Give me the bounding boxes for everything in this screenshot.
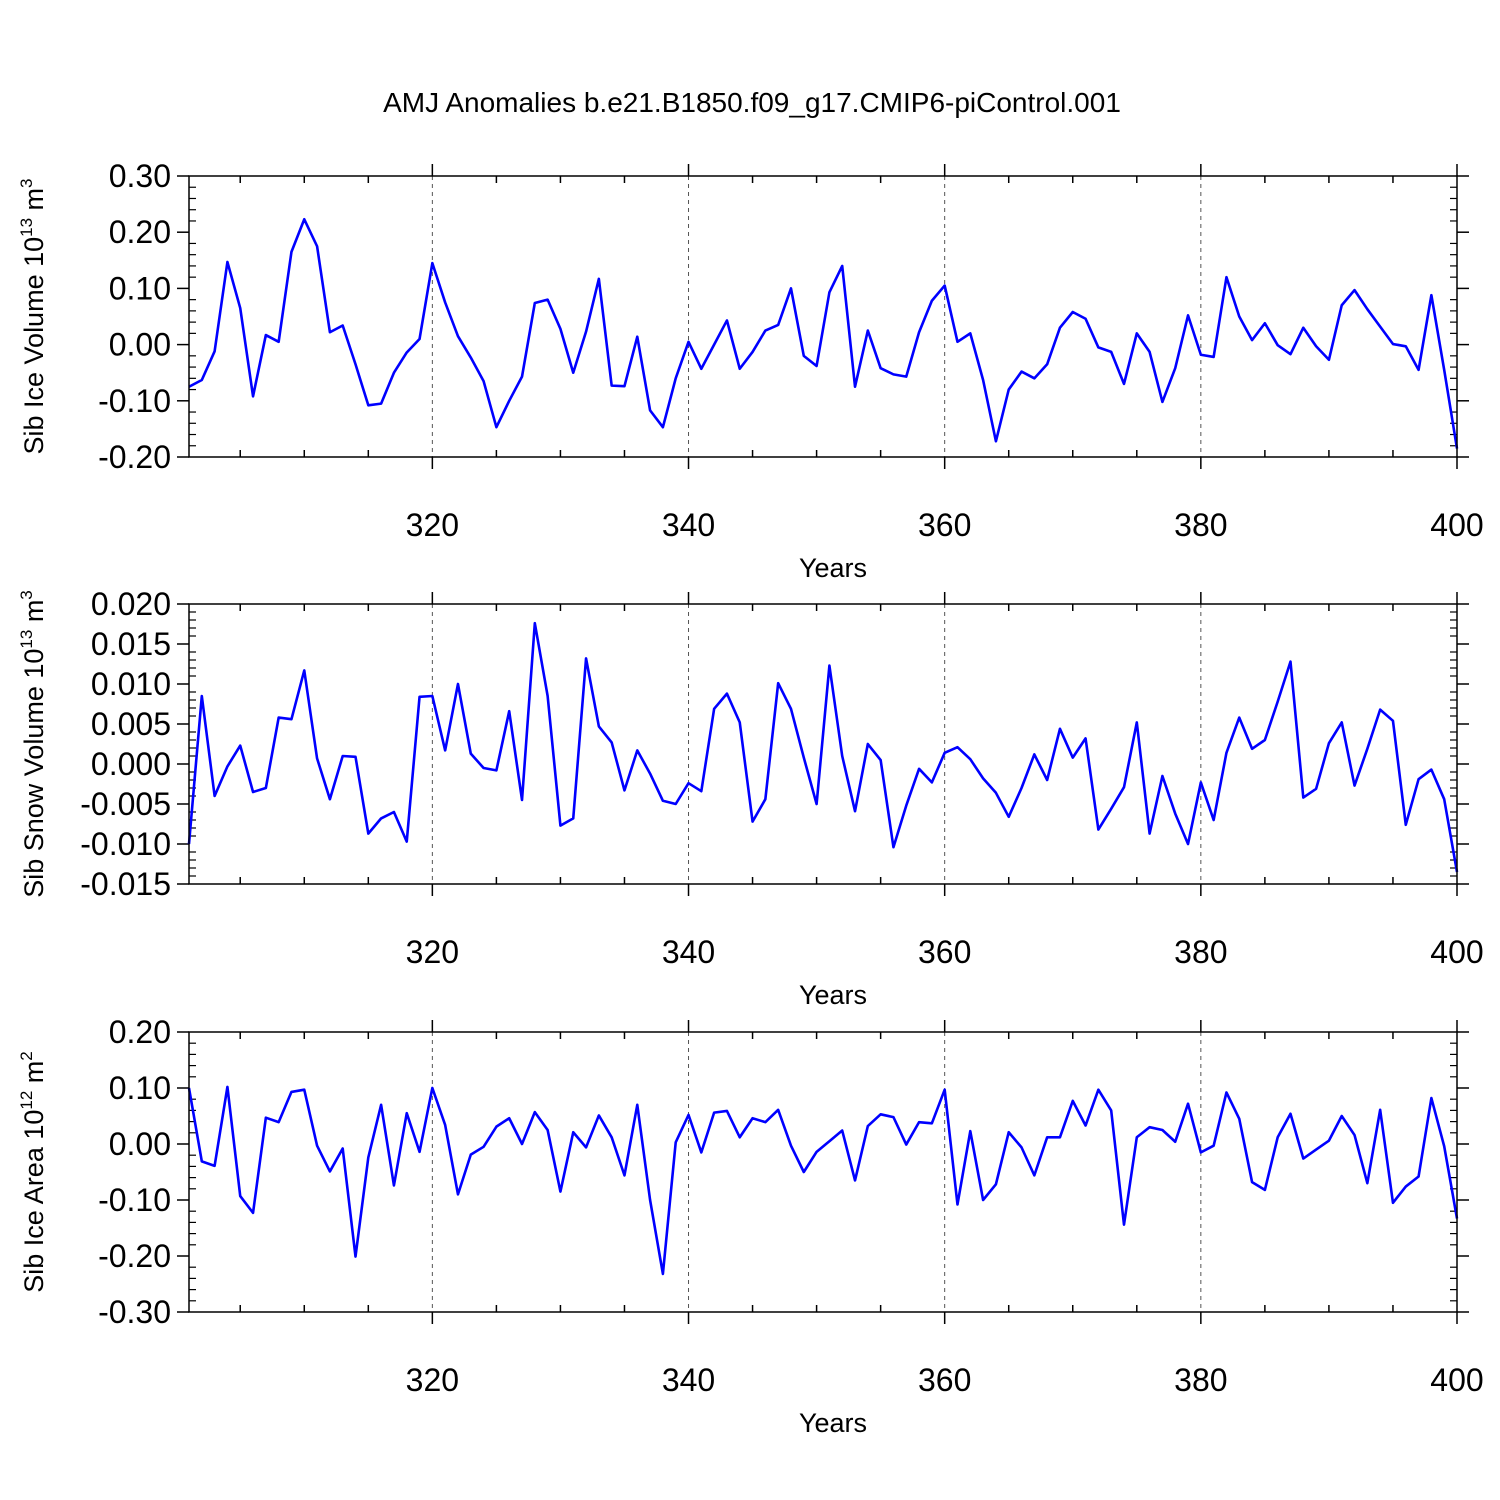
- plot-frame: [188, 1031, 1458, 1313]
- y-tick-label: 0.10: [109, 1070, 171, 1106]
- x-tick-label: 400: [1430, 507, 1483, 543]
- x-tick-label: 320: [406, 934, 459, 970]
- x-tick-label: 360: [918, 1362, 971, 1398]
- y-tick-label: -0.005: [80, 786, 171, 822]
- x-tick-label: 340: [662, 1362, 715, 1398]
- chart-panel-3: 320 340 360 380 400 -0.30 -0.20 -0.10 0.00 0.10 0.…: [17, 1014, 1484, 1438]
- y-tick-label: 0.20: [109, 1014, 171, 1050]
- y-tick-label: 0.20: [109, 214, 171, 250]
- y-tick-label: -0.015: [80, 866, 171, 902]
- y-tick-label: 0.015: [91, 626, 171, 662]
- y-tick-label: 0.00: [109, 1126, 171, 1162]
- y-tick-label: -0.20: [98, 439, 171, 475]
- x-tick-label: 320: [406, 507, 459, 543]
- y-tick-label: 0.010: [91, 666, 171, 702]
- data-line: [188, 217, 1459, 449]
- x-tick-label: 380: [1174, 507, 1227, 543]
- x-tick-label: 400: [1430, 934, 1483, 970]
- x-tick-label: 360: [918, 507, 971, 543]
- y-tick-label: -0.10: [98, 1182, 171, 1218]
- y-tick-label: 0.020: [91, 586, 171, 622]
- y-tick-label: 0.30: [109, 158, 171, 194]
- x-axis-label: Years: [799, 1408, 867, 1438]
- y-tick-label: -0.20: [98, 1238, 171, 1274]
- y-axis-label: Sib Ice Volume 1013 m3: [17, 178, 49, 454]
- x-axis-label: Years: [799, 553, 867, 583]
- x-tick-label: 340: [662, 934, 715, 970]
- y-tick-label: 0.10: [109, 270, 171, 306]
- plot-frame: [188, 175, 1458, 458]
- y-tick-label: 0.000: [91, 746, 171, 782]
- data-line: [187, 621, 1459, 873]
- y-axis-label: Sib Ice Area 1012 m2: [17, 1051, 49, 1293]
- panels: 320 340 360 380 400 -0.20 -0.10 0.00 0.10 0.20 0.3…: [17, 158, 1484, 1438]
- x-tick-label: 400: [1430, 1362, 1483, 1398]
- chart-panel-1: 320 340 360 380 400 -0.20 -0.10 0.00 0.10 0.20 0.3…: [17, 158, 1484, 583]
- chart-panel-2: 320 340 360 380 400 -0.015 -0.010 -0.005 0.000 0.…: [17, 586, 1484, 1010]
- x-tick-label: 320: [406, 1362, 459, 1398]
- chart-title: AMJ Anomalies b.e21.B1850.f09_g17.CMIP6-…: [383, 87, 1121, 118]
- y-axis-label: Sib Snow Volume 1013 m3: [17, 590, 49, 898]
- x-tick-label: 380: [1174, 934, 1227, 970]
- plot-frame: [188, 603, 1458, 885]
- y-tick-label: -0.30: [98, 1294, 171, 1330]
- x-tick-label: 360: [918, 934, 971, 970]
- x-tick-label: 380: [1174, 1362, 1227, 1398]
- y-tick-label: 0.00: [109, 327, 171, 363]
- y-tick-label: 0.005: [91, 706, 171, 742]
- y-tick-label: -0.010: [80, 826, 171, 862]
- x-axis-label: Years: [799, 980, 867, 1010]
- data-line: [187, 1085, 1459, 1276]
- x-tick-label: 340: [662, 507, 715, 543]
- y-tick-label: -0.10: [98, 383, 171, 419]
